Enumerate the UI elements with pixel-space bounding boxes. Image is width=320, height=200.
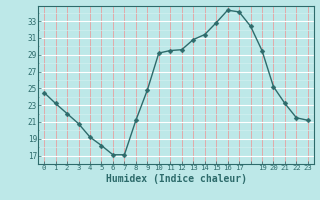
X-axis label: Humidex (Indice chaleur): Humidex (Indice chaleur) <box>106 174 246 184</box>
